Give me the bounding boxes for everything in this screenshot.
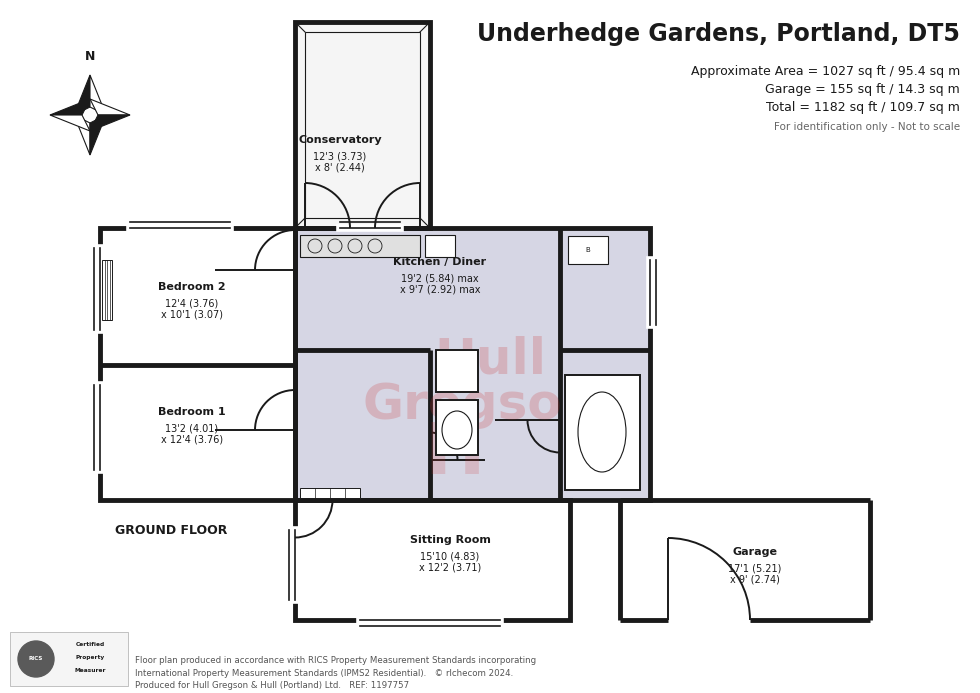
Text: Certified: Certified	[75, 642, 105, 647]
Bar	[568, 236, 608, 264]
Bar	[305, 32, 420, 218]
Text: Sitting Room: Sitting Room	[410, 535, 490, 545]
Text: Hull: Hull	[434, 336, 546, 384]
Bar	[300, 235, 420, 257]
Bar	[295, 500, 570, 620]
Bar	[436, 400, 478, 455]
Text: H: H	[424, 421, 485, 489]
Text: Underhedge Gardens, Portland, DT5: Underhedge Gardens, Portland, DT5	[477, 22, 960, 46]
Circle shape	[18, 641, 54, 677]
Polygon shape	[50, 115, 90, 131]
Bar	[425, 235, 455, 257]
Text: Bedroom 2: Bedroom 2	[158, 282, 225, 292]
Bar	[565, 375, 640, 490]
Text: 17'1 (5.21)
x 9' (2.74): 17'1 (5.21) x 9' (2.74)	[728, 563, 782, 585]
Ellipse shape	[442, 411, 472, 449]
Bar	[295, 22, 430, 228]
Text: N: N	[85, 50, 95, 63]
Text: Property: Property	[75, 656, 105, 660]
Bar	[300, 488, 360, 498]
Polygon shape	[50, 99, 90, 115]
Text: 15'10 (4.83)
x 12'2 (3.71): 15'10 (4.83) x 12'2 (3.71)	[418, 551, 481, 573]
Text: GROUND FLOOR: GROUND FLOOR	[115, 523, 227, 536]
Polygon shape	[295, 228, 650, 500]
Ellipse shape	[578, 392, 626, 472]
Polygon shape	[74, 75, 90, 115]
Polygon shape	[90, 75, 106, 115]
Bar	[436, 350, 478, 392]
Text: Conservatory: Conservatory	[298, 135, 382, 145]
Polygon shape	[90, 99, 130, 115]
Polygon shape	[74, 115, 90, 155]
Bar	[295, 228, 650, 500]
Text: Measurer: Measurer	[74, 669, 106, 674]
Bar	[102, 260, 112, 320]
Polygon shape	[90, 115, 106, 155]
Text: RICS: RICS	[28, 656, 43, 662]
Text: Approximate Area = 1027 sq ft / 95.4 sq m: Approximate Area = 1027 sq ft / 95.4 sq …	[691, 65, 960, 78]
Bar	[100, 228, 295, 500]
Text: Bedroom 1: Bedroom 1	[158, 407, 225, 417]
Text: Gregson: Gregson	[363, 381, 598, 429]
Text: Total = 1182 sq ft / 109.7 sq m: Total = 1182 sq ft / 109.7 sq m	[766, 101, 960, 114]
Text: Garage = 155 sq ft / 14.3 sq m: Garage = 155 sq ft / 14.3 sq m	[765, 83, 960, 96]
Bar	[10, 632, 128, 686]
Text: Kitchen / Diner: Kitchen / Diner	[393, 257, 486, 267]
Text: For identification only - Not to scale: For identification only - Not to scale	[774, 122, 960, 132]
Text: 12'4 (3.76)
x 10'1 (3.07): 12'4 (3.76) x 10'1 (3.07)	[161, 298, 223, 319]
Text: Garage: Garage	[732, 547, 777, 557]
Text: B: B	[586, 247, 590, 253]
Text: 13'2 (4.01)
x 12'4 (3.76): 13'2 (4.01) x 12'4 (3.76)	[161, 423, 223, 445]
Polygon shape	[90, 115, 130, 131]
Text: Floor plan produced in accordance with RICS Property Measurement Standards incor: Floor plan produced in accordance with R…	[135, 656, 536, 690]
Text: 19'2 (5.84) max
x 9'7 (2.92) max: 19'2 (5.84) max x 9'7 (2.92) max	[400, 273, 480, 295]
Text: 12'3 (3.73)
x 8' (2.44): 12'3 (3.73) x 8' (2.44)	[314, 151, 367, 173]
